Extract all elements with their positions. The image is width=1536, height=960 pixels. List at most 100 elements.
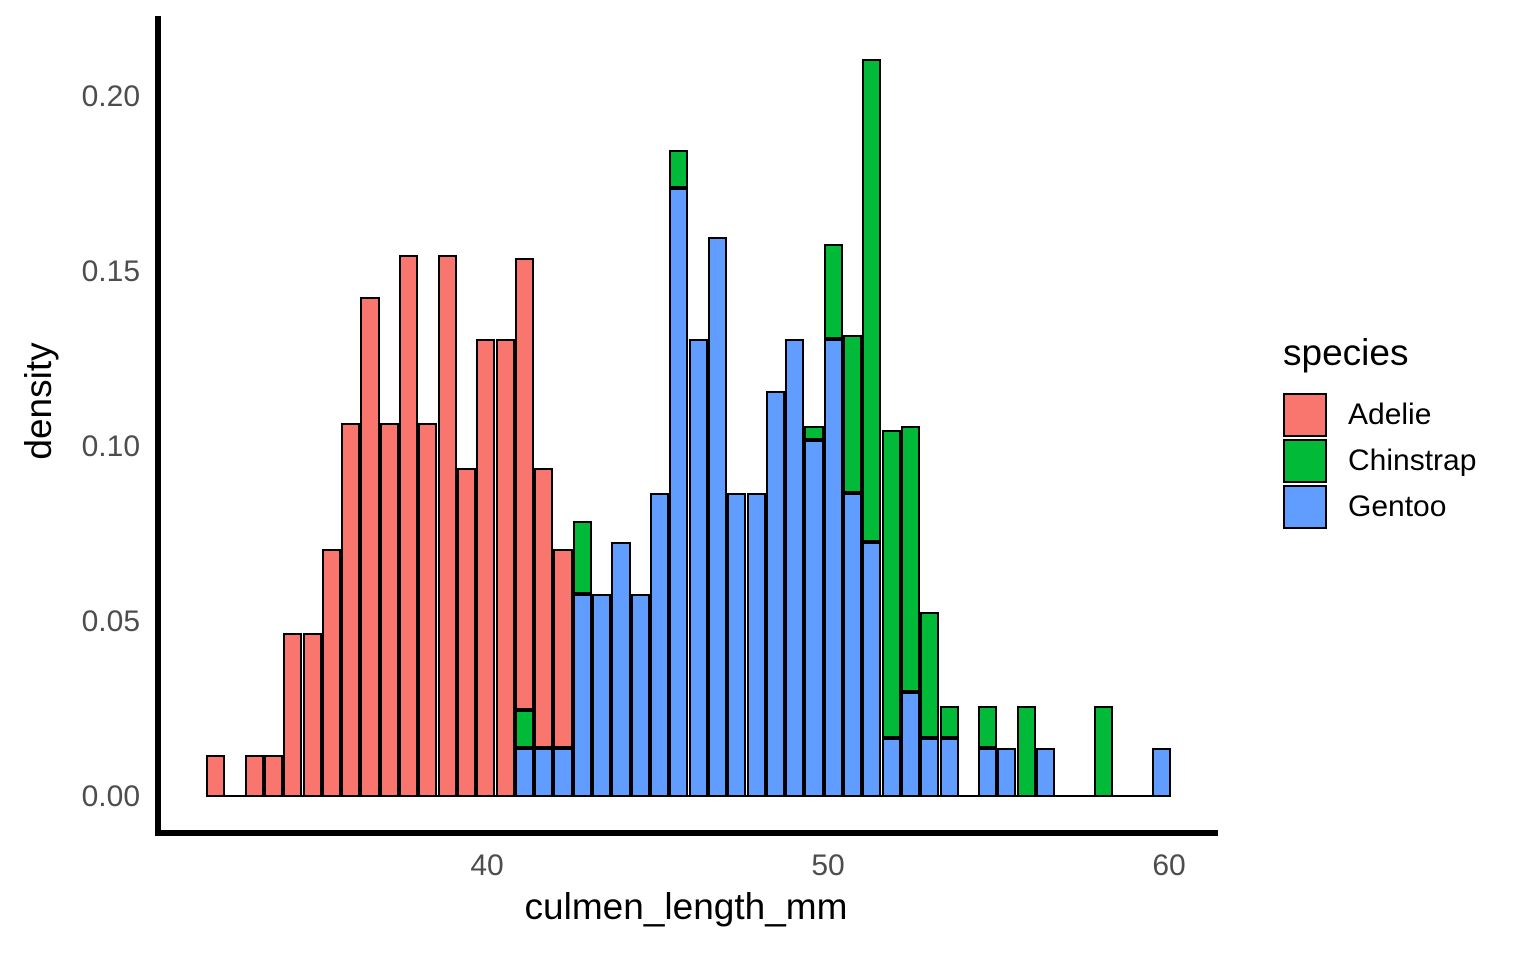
bar-segment-adelie <box>514 258 535 710</box>
bar-segment-chinstrap <box>881 429 901 738</box>
histogram-bar <box>785 338 805 797</box>
histogram-bar <box>476 338 496 797</box>
histogram-bar <box>399 254 419 797</box>
bar-segment-gentoo <box>746 492 766 797</box>
bar-segment-adelie <box>476 338 496 797</box>
legend-label: Gentoo <box>1348 490 1447 523</box>
legend-entry-chinstrap: Chinstrap <box>1283 438 1533 484</box>
bar-segment-gentoo <box>669 188 689 797</box>
y-tick-label: 0.20 <box>81 80 140 113</box>
legend-swatch-chinstrap <box>1283 439 1327 483</box>
bar-segment-adelie <box>456 468 477 797</box>
bar-segment-gentoo <box>553 748 573 797</box>
bar-segment-adelie <box>341 422 361 797</box>
legend-label: Chinstrap <box>1348 444 1477 477</box>
bar-segment-gentoo <box>804 440 824 797</box>
histogram-bar <box>206 755 226 797</box>
bar-segment-gentoo <box>843 492 863 797</box>
bar-segment-chinstrap <box>900 426 920 692</box>
bar-segment-gentoo <box>939 737 959 797</box>
bar-segment-adelie <box>263 755 284 797</box>
histogram-bar <box>302 632 322 797</box>
histogram-bar <box>263 755 284 797</box>
bar-segment-gentoo <box>514 748 535 797</box>
y-axis-line <box>155 16 161 836</box>
bar-segment-gentoo <box>978 748 998 797</box>
histogram-bar <box>862 58 882 797</box>
bar-segment-gentoo <box>997 748 1017 797</box>
histogram-bar <box>823 244 843 797</box>
legend-swatch-gentoo <box>1283 485 1327 529</box>
y-tick-label: 0.05 <box>81 605 140 638</box>
legend-title: species <box>1283 332 1409 373</box>
bar-segment-adelie <box>399 254 419 797</box>
bar-segment-gentoo <box>785 338 805 797</box>
bar-segment-gentoo <box>534 748 554 797</box>
histogram-bar <box>1036 748 1056 797</box>
legend-swatch-adelie <box>1283 393 1327 437</box>
histogram-bar <box>669 149 689 797</box>
histogram-bar <box>939 706 959 797</box>
histogram-bar <box>534 468 554 797</box>
histogram-bar <box>341 422 361 797</box>
bar-segment-chinstrap <box>920 611 940 738</box>
bar-segment-chinstrap <box>939 706 959 738</box>
y-tick-label: 0.15 <box>81 255 140 288</box>
histogram-bar <box>707 237 728 797</box>
bar-segment-gentoo <box>900 692 920 797</box>
bar-segment-adelie <box>379 422 399 797</box>
bar-segment-chinstrap <box>572 520 592 594</box>
bar-segment-chinstrap <box>1016 706 1036 797</box>
bar-segment-chinstrap <box>823 244 843 339</box>
histogram-bar <box>379 422 399 797</box>
bar-segment-adelie <box>360 296 380 797</box>
x-axis-title: culmen_length_mm <box>524 886 848 927</box>
bar-segment-gentoo <box>823 338 843 797</box>
histogram-bar <box>649 492 670 797</box>
y-tick-label: 0.10 <box>81 430 140 463</box>
bar-segment-gentoo <box>881 737 901 797</box>
histogram-bar <box>611 541 631 797</box>
histogram-bar <box>727 492 747 797</box>
histogram-bar <box>630 594 650 797</box>
bar-segment-adelie <box>534 468 554 748</box>
histogram-bar <box>456 468 477 797</box>
bar-segment-adelie <box>244 755 264 797</box>
bar-segment-chinstrap <box>669 149 689 188</box>
bar-segment-chinstrap <box>804 426 824 440</box>
bar-segment-gentoo <box>611 541 631 797</box>
x-axis-line <box>155 830 1218 836</box>
bar-segment-gentoo <box>630 594 650 797</box>
bar-segment-adelie <box>418 422 438 797</box>
histogram-bar <box>1016 706 1036 797</box>
histogram-bar <box>881 429 901 797</box>
x-tick-label: 60 <box>1152 849 1186 882</box>
bar-segment-chinstrap <box>514 709 535 748</box>
bar-segment-adelie <box>495 338 515 797</box>
bar-segment-gentoo <box>862 541 882 797</box>
zero-baseline <box>206 794 1171 797</box>
bar-segment-adelie <box>437 254 457 797</box>
histogram-bar <box>900 426 920 797</box>
bar-segment-adelie <box>283 632 303 797</box>
histogram-bar <box>843 335 863 797</box>
histogram-bar <box>688 338 708 797</box>
legend-entries: Adelie Chinstrap Gentoo <box>1283 392 1533 530</box>
histogram-bar <box>495 338 515 797</box>
bar-segment-gentoo <box>920 737 940 797</box>
bar-segment-gentoo <box>727 492 747 797</box>
bar-segment-chinstrap <box>843 335 863 493</box>
bar-segment-chinstrap <box>978 706 998 748</box>
x-tick-label: 50 <box>811 849 845 882</box>
histogram-bar <box>418 422 438 797</box>
legend-entry-gentoo: Gentoo <box>1283 484 1533 530</box>
bar-segment-gentoo <box>572 594 592 797</box>
histogram-bar <box>1093 706 1113 797</box>
bar-segment-adelie <box>302 632 322 797</box>
bar-segment-chinstrap <box>862 58 882 542</box>
histogram-bar <box>1151 748 1171 797</box>
histogram-bar <box>978 706 998 797</box>
histogram-bar <box>321 548 341 797</box>
histogram-bar <box>572 520 592 797</box>
